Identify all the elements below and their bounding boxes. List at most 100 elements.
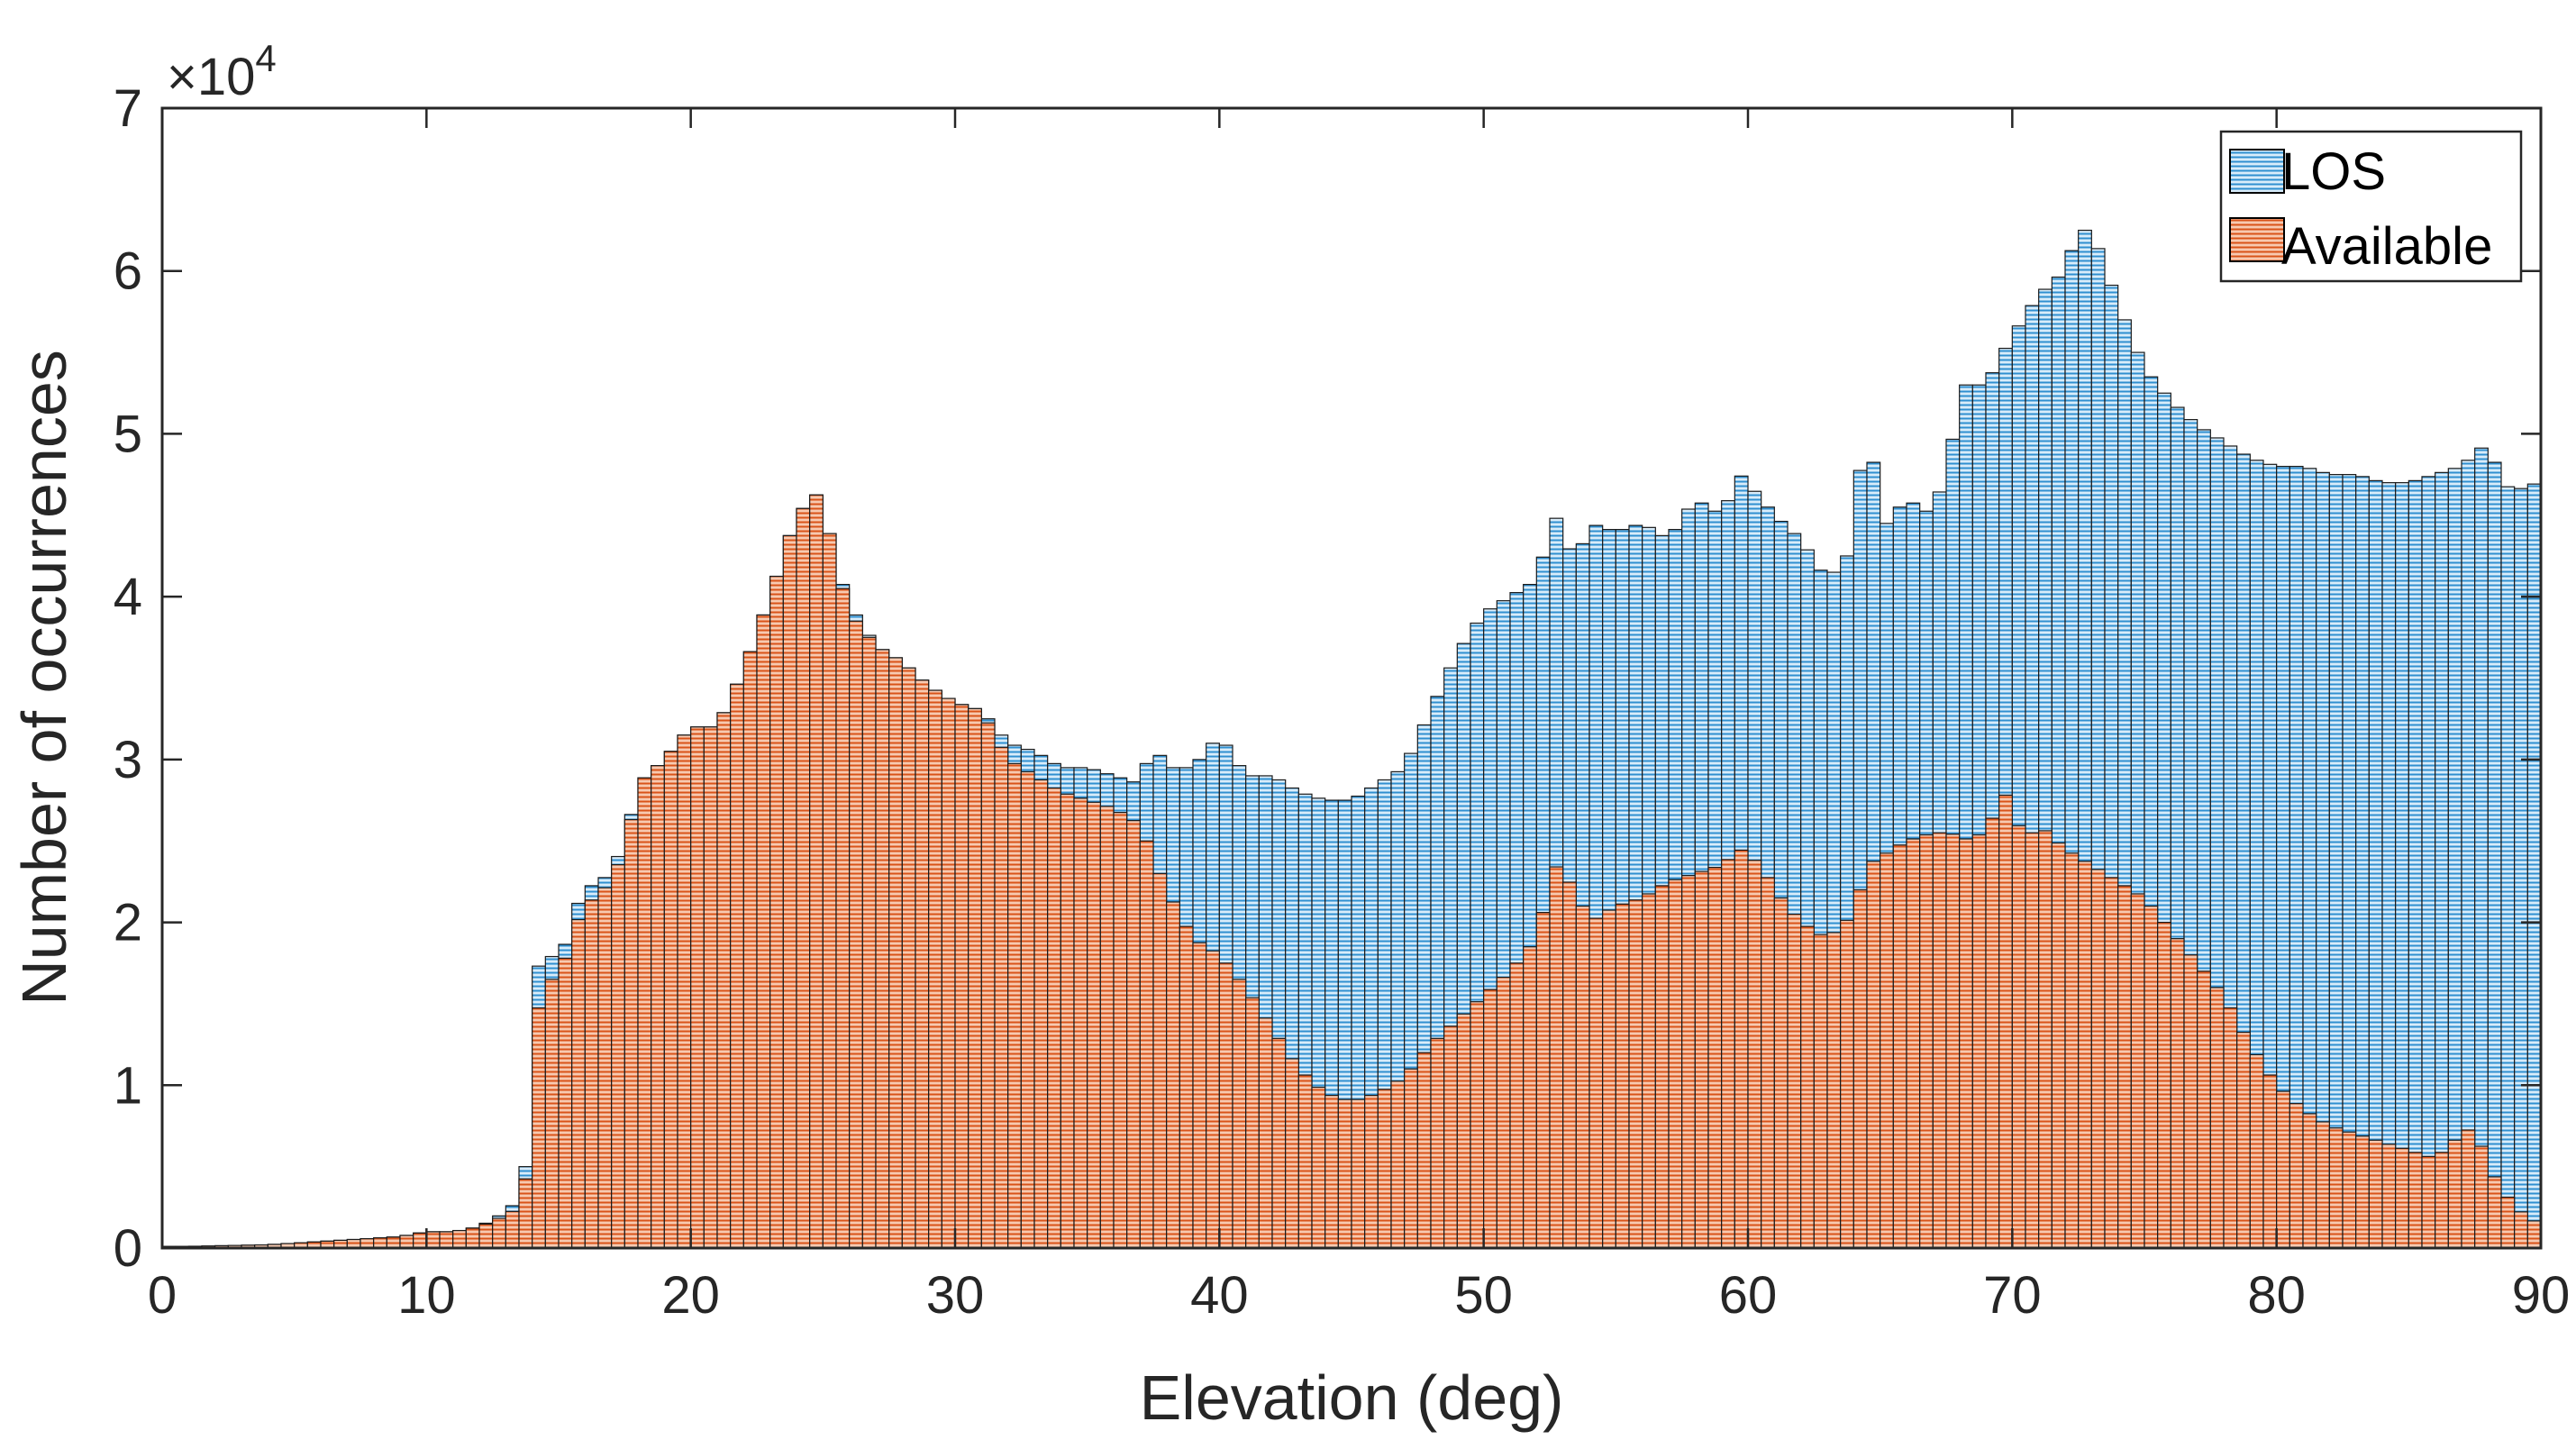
available-bar xyxy=(1166,901,1180,1249)
available-bar xyxy=(663,751,678,1249)
available-bar xyxy=(2236,1031,2251,1249)
available-bar xyxy=(1892,844,1907,1249)
available-bar xyxy=(1007,762,1022,1249)
los-bar xyxy=(2487,461,2502,1249)
y-tick-label: 4 xyxy=(114,568,142,626)
available-bar xyxy=(2342,1131,2357,1249)
x-tick-label: 60 xyxy=(1719,1266,1778,1325)
available-bar xyxy=(2302,1113,2317,1249)
available-bar xyxy=(1245,997,1260,1249)
available-bar xyxy=(399,1235,414,1249)
available-bar xyxy=(716,712,732,1249)
y-tick-label: 2 xyxy=(114,894,142,952)
available-bar xyxy=(597,887,613,1249)
available-bar xyxy=(478,1223,494,1249)
los-bar xyxy=(2368,479,2383,1249)
available-bar xyxy=(2183,954,2198,1249)
available-bar xyxy=(1377,1089,1392,1249)
available-bar xyxy=(2104,877,2119,1249)
available-bar xyxy=(756,614,771,1249)
available-bar xyxy=(1998,794,2013,1249)
available-bar xyxy=(2170,938,2185,1249)
x-axis-title: Elevation (deg) xyxy=(1140,1363,1564,1433)
available-bar xyxy=(1139,840,1154,1249)
los-bar xyxy=(2474,447,2489,1249)
los-bar xyxy=(2435,471,2449,1249)
available-bar xyxy=(901,667,916,1249)
x-tick-label: 10 xyxy=(397,1266,456,1325)
x-axis-ticks: 0 10 20 30 40 50 60 70 80 90 xyxy=(148,108,2570,1325)
legend-swatch-los xyxy=(2229,149,2285,194)
available-bar xyxy=(2064,852,2080,1249)
available-bar xyxy=(558,957,573,1249)
available-bar xyxy=(1073,797,1088,1249)
available-bar xyxy=(1919,834,1934,1249)
available-bar xyxy=(742,651,758,1249)
available-bar xyxy=(413,1232,427,1249)
available-bar xyxy=(2316,1121,2330,1249)
available-bar xyxy=(1404,1068,1418,1249)
available-bar xyxy=(2435,1152,2449,1249)
available-bar xyxy=(360,1238,375,1249)
available-bar xyxy=(2090,869,2106,1249)
available-bar xyxy=(386,1236,401,1249)
los-bar xyxy=(2421,476,2436,1249)
available-bar xyxy=(1285,1058,1299,1249)
available-bar xyxy=(2355,1135,2370,1249)
available-bar xyxy=(425,1231,441,1249)
available-bar xyxy=(954,704,969,1249)
available-bar xyxy=(492,1217,506,1249)
available-bar xyxy=(1390,1080,1406,1249)
available-bar xyxy=(1813,934,1828,1249)
available-bar xyxy=(2262,1074,2278,1249)
available-bar xyxy=(2078,861,2092,1249)
available-bar xyxy=(2421,1155,2436,1249)
los-bar xyxy=(2500,486,2516,1249)
available-bar xyxy=(465,1227,480,1249)
x-tick-label: 80 xyxy=(2247,1266,2306,1325)
available-bar xyxy=(2130,893,2145,1249)
available-bar xyxy=(1932,832,1947,1249)
x-tick-label: 50 xyxy=(1454,1266,1513,1325)
available-bar xyxy=(1654,885,1670,1249)
available-bar xyxy=(941,697,956,1249)
available-bar xyxy=(1971,834,1987,1249)
available-bar xyxy=(2051,842,2066,1249)
y-tick-label: 3 xyxy=(114,731,142,789)
legend-label-los: LOS xyxy=(2281,142,2386,201)
available-bar xyxy=(1033,779,1049,1249)
available-bar xyxy=(439,1231,454,1249)
y-tick-label: 7 xyxy=(114,79,142,138)
available-bar xyxy=(928,689,942,1249)
available-bar xyxy=(2289,1103,2304,1249)
available-bar xyxy=(1509,962,1525,1249)
available-bar xyxy=(1020,770,1035,1249)
legend-label-available: Available xyxy=(2281,217,2492,276)
available-bar xyxy=(1628,899,1643,1249)
y-axis-ticks: 0 1 2 3 4 5 6 7 xyxy=(114,79,2541,1278)
available-bar xyxy=(2223,1007,2238,1249)
los-bar xyxy=(2514,488,2528,1249)
available-bar xyxy=(2117,885,2132,1249)
available-bar xyxy=(2038,830,2053,1249)
available-bar xyxy=(1152,872,1168,1249)
available-bar xyxy=(1430,1037,1445,1249)
available-bar xyxy=(1575,905,1590,1249)
available-bar xyxy=(915,679,930,1249)
available-bar xyxy=(968,707,982,1249)
available-bar xyxy=(2447,1139,2462,1249)
available-bar xyxy=(2276,1090,2290,1249)
available-bar xyxy=(677,734,692,1249)
available-bar xyxy=(1721,859,1735,1249)
available-bar xyxy=(373,1237,387,1249)
los-bar xyxy=(2447,468,2462,1249)
available-bar xyxy=(1840,919,1854,1249)
available-bar xyxy=(651,765,665,1249)
available-bar xyxy=(544,979,560,1249)
available-bar xyxy=(2209,987,2225,1249)
los-bar xyxy=(2526,483,2542,1249)
available-bar xyxy=(2328,1127,2344,1249)
available-bar xyxy=(1800,925,1815,1249)
available-bar xyxy=(1588,917,1604,1249)
x-tick-label: 90 xyxy=(2512,1266,2571,1325)
